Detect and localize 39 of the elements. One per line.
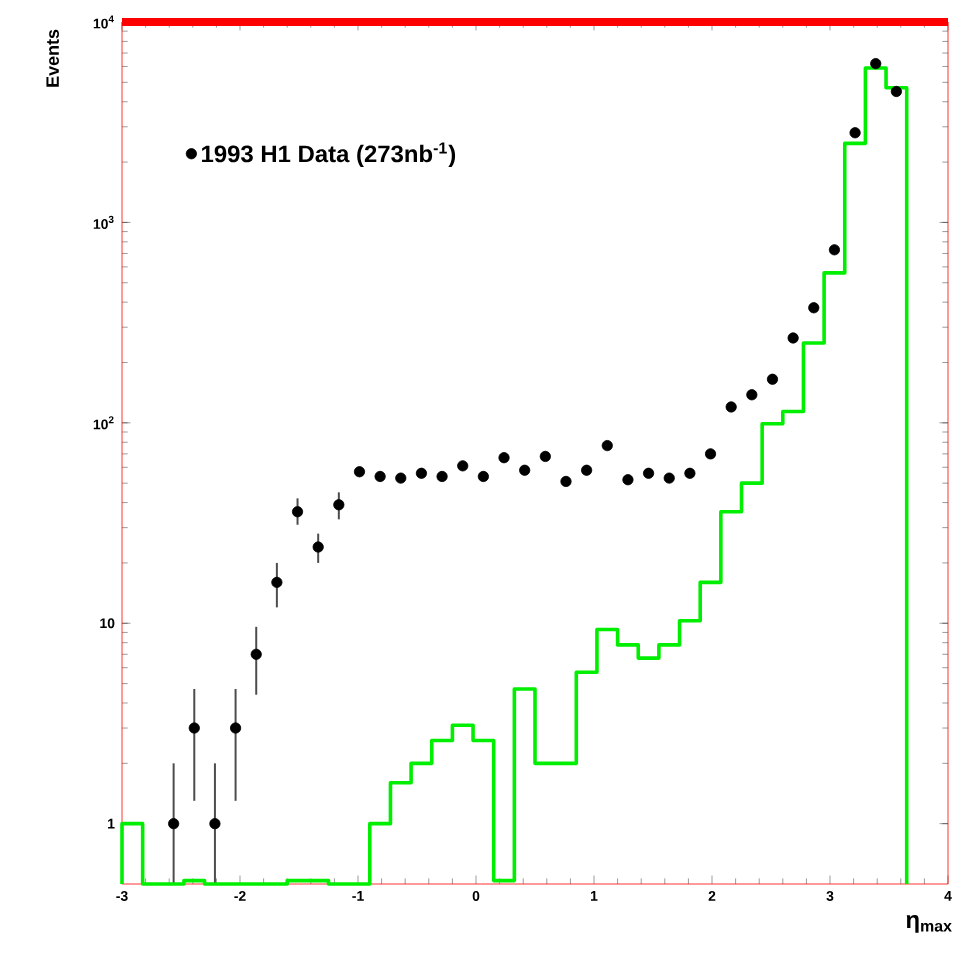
x-axis-title: η$_{max}$ (906, 915, 952, 933)
point (663, 472, 675, 484)
y-axis-title: Events (46, 29, 59, 87)
point (746, 389, 758, 401)
point (725, 401, 737, 413)
point (250, 648, 262, 660)
point (168, 818, 180, 830)
point (808, 302, 820, 314)
point (209, 818, 221, 830)
point (766, 373, 779, 385)
point (230, 722, 242, 734)
point (436, 470, 448, 483)
point (684, 467, 696, 479)
point (704, 448, 717, 460)
point (312, 541, 324, 553)
point (828, 244, 841, 256)
point (787, 332, 799, 344)
point (539, 450, 551, 462)
point (271, 576, 283, 588)
legend-label: 1993 H1 Data (273nb$^{-1}$) (202, 142, 456, 168)
point (188, 722, 200, 734)
point (498, 452, 510, 464)
point (477, 470, 489, 483)
point (560, 475, 572, 488)
point (870, 58, 882, 70)
point (395, 472, 407, 484)
point (374, 470, 386, 483)
point (291, 506, 304, 518)
point (519, 464, 531, 476)
point (581, 464, 593, 476)
point (890, 85, 902, 98)
point (849, 127, 861, 139)
point (643, 467, 655, 479)
point (353, 466, 366, 478)
point (415, 467, 428, 479)
point (333, 499, 345, 511)
point (457, 460, 469, 472)
point (622, 474, 634, 486)
point (601, 440, 613, 452)
